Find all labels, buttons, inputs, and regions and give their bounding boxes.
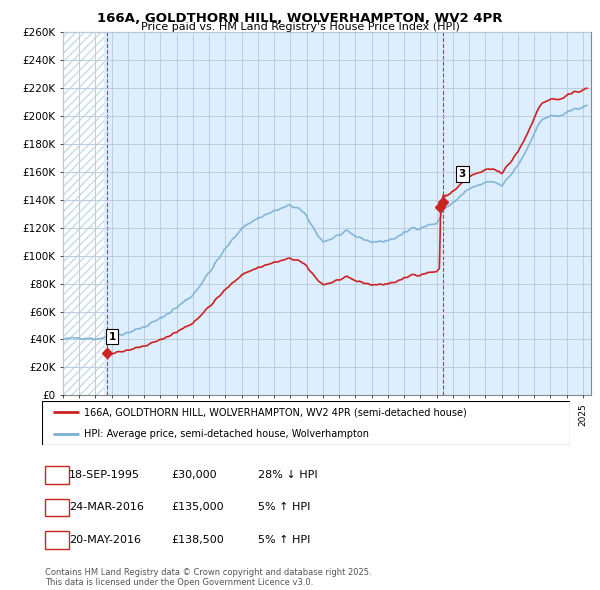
Text: 3: 3 [53, 535, 61, 545]
Text: 1: 1 [109, 332, 116, 342]
Text: 3: 3 [459, 169, 466, 179]
Text: 2: 2 [53, 503, 61, 512]
Text: Contains HM Land Registry data © Crown copyright and database right 2025.
This d: Contains HM Land Registry data © Crown c… [45, 568, 371, 587]
Text: 28% ↓ HPI: 28% ↓ HPI [258, 470, 317, 480]
Bar [63, 32, 104, 395]
Text: HPI: Average price, semi-detached house, Wolverhampton: HPI: Average price, semi-detached house,… [84, 430, 369, 440]
Text: 24-MAR-2016: 24-MAR-2016 [69, 503, 144, 512]
Text: 166A, GOLDTHORN HILL, WOLVERHAMPTON, WV2 4PR: 166A, GOLDTHORN HILL, WOLVERHAMPTON, WV2… [97, 12, 503, 25]
Text: 166A, GOLDTHORN HILL, WOLVERHAMPTON, WV2 4PR (semi-detached house): 166A, GOLDTHORN HILL, WOLVERHAMPTON, WV2… [84, 407, 467, 417]
Text: Price paid vs. HM Land Registry's House Price Index (HPI): Price paid vs. HM Land Registry's House … [140, 22, 460, 32]
Text: 5% ↑ HPI: 5% ↑ HPI [258, 535, 310, 545]
Text: 18-SEP-1995: 18-SEP-1995 [69, 470, 140, 480]
Text: 5% ↑ HPI: 5% ↑ HPI [258, 503, 310, 512]
Text: 1: 1 [53, 470, 61, 480]
Text: £135,000: £135,000 [171, 503, 224, 512]
Text: 20-MAY-2016: 20-MAY-2016 [69, 535, 141, 545]
Text: £30,000: £30,000 [171, 470, 217, 480]
Text: £138,500: £138,500 [171, 535, 224, 545]
